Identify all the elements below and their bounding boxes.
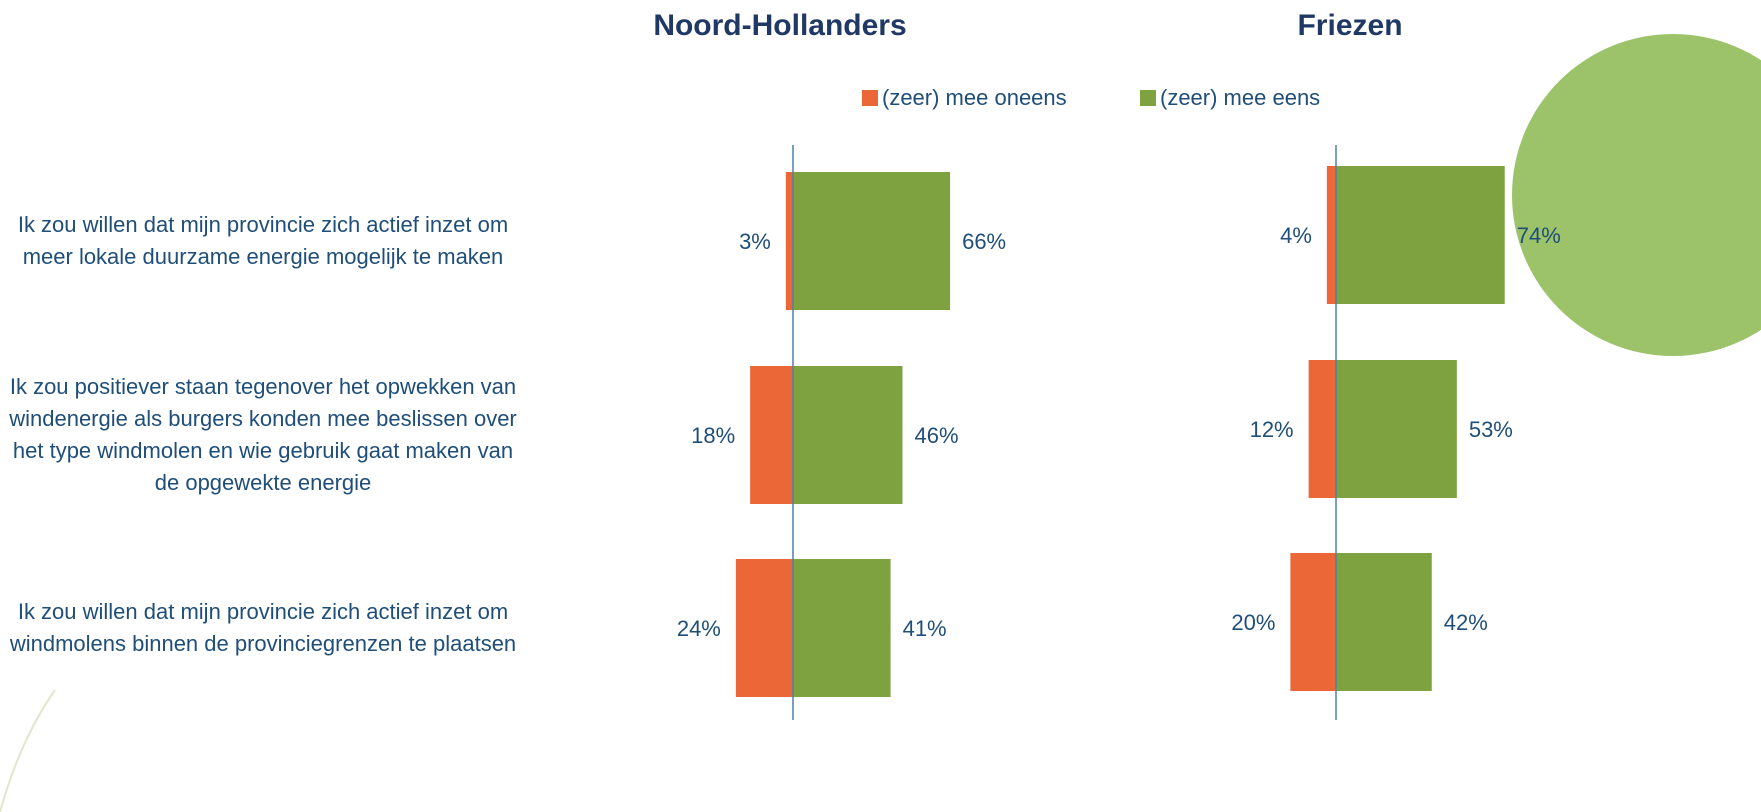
page: (zeer) mee oneens (zeer) mee eens Noord-Ho… xyxy=(0,0,1761,812)
bar xyxy=(1336,553,1432,691)
value-label: 20% xyxy=(1231,610,1275,635)
category-label: Ik zou willen dat mijn provincie zich ac… xyxy=(8,596,518,660)
bar xyxy=(1290,553,1336,691)
value-label: 3% xyxy=(739,229,771,254)
bar xyxy=(793,366,902,504)
bar xyxy=(1336,166,1505,304)
value-label: 74% xyxy=(1517,223,1561,248)
chart-title: Noord-Hollanders xyxy=(653,9,906,42)
bar xyxy=(1327,166,1336,304)
category-label: Ik zou positiever staan tegenover het op… xyxy=(8,371,518,499)
legend-label: (zeer) mee eens xyxy=(1160,85,1320,110)
value-label: 18% xyxy=(691,423,735,448)
bar xyxy=(750,366,793,504)
value-label: 66% xyxy=(962,229,1006,254)
decor-circle xyxy=(1512,34,1761,356)
legend-label: (zeer) mee oneens xyxy=(882,85,1067,110)
value-label: 46% xyxy=(914,423,958,448)
legend-swatch xyxy=(1140,90,1156,106)
bar xyxy=(1309,360,1336,498)
decor-line xyxy=(0,690,55,812)
value-label: 53% xyxy=(1469,417,1513,442)
value-label: 42% xyxy=(1444,610,1488,635)
bar xyxy=(786,172,793,310)
value-label: 24% xyxy=(677,616,721,641)
bar xyxy=(793,172,950,310)
bar xyxy=(793,559,891,697)
value-label: 41% xyxy=(903,616,947,641)
value-label: 12% xyxy=(1250,417,1294,442)
bar xyxy=(736,559,793,697)
legend-swatch xyxy=(862,90,878,106)
value-label: 4% xyxy=(1280,223,1312,248)
chart-title: Friezen xyxy=(1297,9,1402,42)
bar xyxy=(1336,360,1457,498)
category-label: Ik zou willen dat mijn provincie zich ac… xyxy=(8,209,518,273)
